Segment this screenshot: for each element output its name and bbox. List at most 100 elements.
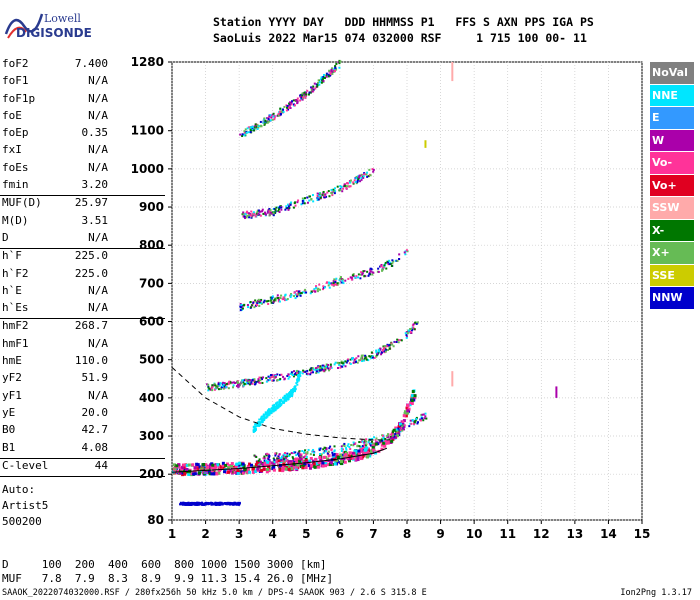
echo-point xyxy=(302,370,305,373)
param-row: C-level 44 xyxy=(0,459,165,478)
echo-point xyxy=(319,447,322,450)
echo-point xyxy=(301,291,304,294)
echo-point xyxy=(356,180,359,183)
echo-point xyxy=(330,71,333,74)
echo-point xyxy=(413,328,416,331)
echo-point xyxy=(322,451,325,454)
echo-point xyxy=(243,382,246,385)
echo-point xyxy=(367,441,370,444)
echo-point xyxy=(402,419,406,423)
echo-point xyxy=(373,436,376,439)
echo-point xyxy=(253,129,256,132)
echo-point xyxy=(225,470,229,474)
echo-point xyxy=(260,302,263,305)
echo-point xyxy=(300,98,303,101)
echo-point xyxy=(260,468,264,472)
echo-point xyxy=(356,455,360,459)
echo-point xyxy=(286,393,289,396)
echo-point xyxy=(335,68,338,71)
echo-point xyxy=(390,342,393,345)
echo-point xyxy=(244,128,247,131)
echo-point xyxy=(360,354,363,357)
echo-point xyxy=(267,120,270,123)
echo-point xyxy=(301,197,304,200)
echo-point xyxy=(316,194,319,197)
echo-point xyxy=(181,465,185,469)
echo-point xyxy=(241,462,245,466)
echo-point xyxy=(301,202,304,205)
echo-point xyxy=(338,279,341,282)
echo-point xyxy=(393,435,397,439)
echo-point xyxy=(360,357,363,360)
echo-point xyxy=(340,445,343,448)
echo-point xyxy=(267,299,270,302)
echo-point xyxy=(278,206,281,209)
echo-point xyxy=(311,369,314,372)
echo-point xyxy=(365,443,368,446)
echo-point xyxy=(277,112,280,115)
echo-point xyxy=(289,203,292,206)
echo-point xyxy=(325,366,328,369)
echo-point xyxy=(325,447,328,450)
echo-point xyxy=(303,462,307,466)
echo-point xyxy=(355,359,358,362)
echo-point xyxy=(259,214,262,217)
echo-point xyxy=(289,392,292,395)
echo-point xyxy=(312,451,315,454)
echo-point xyxy=(335,283,338,286)
echo-point xyxy=(287,106,290,109)
echo-point xyxy=(400,339,403,342)
echo-point xyxy=(363,274,366,277)
dashed-line xyxy=(171,366,391,441)
echo-point xyxy=(369,443,372,446)
echo-point xyxy=(361,440,364,443)
echo-point xyxy=(330,188,333,191)
echo-point xyxy=(356,361,359,364)
echo-point xyxy=(327,75,330,78)
echo-point xyxy=(360,355,363,358)
echo-point xyxy=(255,212,258,215)
echo-point xyxy=(301,372,304,375)
echo-point xyxy=(286,298,289,301)
echo-point xyxy=(329,363,332,366)
echo-point xyxy=(352,454,356,458)
echo-point xyxy=(221,385,224,388)
echo-point xyxy=(367,175,370,178)
echo-point xyxy=(292,103,295,106)
echo-point xyxy=(369,355,372,358)
echo-point xyxy=(180,467,184,471)
echo-point xyxy=(387,433,390,436)
echo-point xyxy=(278,211,281,214)
echo-point xyxy=(293,373,296,376)
echo-point xyxy=(312,448,315,451)
echo-point xyxy=(242,381,245,384)
echo-point xyxy=(218,501,221,504)
echo-point xyxy=(320,76,323,79)
echo-point xyxy=(253,430,256,433)
echo-point xyxy=(212,472,216,476)
echo-point xyxy=(248,470,252,474)
echo-point xyxy=(239,309,242,312)
echo-point xyxy=(325,450,328,453)
echo-point xyxy=(365,358,368,361)
echo-point xyxy=(272,462,276,466)
echo-point xyxy=(261,210,264,213)
echo-point xyxy=(424,415,427,418)
echo-point xyxy=(278,398,281,401)
legend-entry: X- xyxy=(650,219,694,241)
echo-point xyxy=(371,445,375,449)
echo-point xyxy=(287,208,290,211)
echo-point xyxy=(259,120,262,123)
echo-point xyxy=(272,115,275,118)
echo-point xyxy=(317,368,320,371)
echo-point xyxy=(340,360,343,363)
echo-point xyxy=(183,502,186,505)
echo-point xyxy=(226,466,230,470)
echo-point xyxy=(268,115,271,118)
echo-point xyxy=(185,468,189,472)
echo-point xyxy=(284,293,287,296)
x-tick-label: 15 xyxy=(634,527,651,541)
param-label: foF2 xyxy=(2,57,29,70)
echo-point xyxy=(363,444,366,447)
echo-point xyxy=(345,185,348,188)
